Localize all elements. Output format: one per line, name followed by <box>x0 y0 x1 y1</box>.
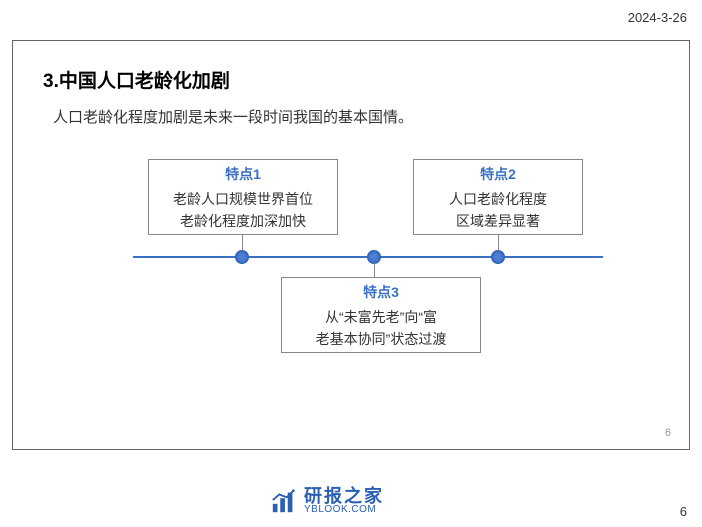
slide-title: 3.中国人口老龄化加剧 <box>43 66 230 93</box>
connector-line <box>242 235 243 251</box>
chart-icon <box>270 487 298 515</box>
logo-text: 研报之家 YBLOOK.COM <box>304 487 384 515</box>
logo-en-text: YBLOOK.COM <box>304 505 384 515</box>
slide-inner-page-number: 6 <box>665 427 671 439</box>
feature-label: 特点1 <box>157 164 329 184</box>
logo-cn-text: 研报之家 <box>304 487 384 505</box>
feature-content: 老龄人口规模世界首位 老龄化程度加深加快 <box>157 188 329 233</box>
feature-label: 特点2 <box>422 164 574 184</box>
feature-label: 特点3 <box>290 282 472 302</box>
date-label: 2024-3-26 <box>628 10 687 25</box>
feature-content: 人口老龄化程度 区域差异显著 <box>422 188 574 233</box>
feature-box-3: 特点3 从“未富先老”向“富 老基本协同”状态过渡 <box>281 277 481 353</box>
timeline-node <box>235 250 249 264</box>
connector-line <box>374 263 375 277</box>
timeline-node <box>367 250 381 264</box>
timeline-node <box>491 250 505 264</box>
page-number: 6 <box>680 504 687 519</box>
logo: 研报之家 YBLOOK.COM <box>270 487 384 515</box>
feature-box-1: 特点1 老龄人口规模世界首位 老龄化程度加深加快 <box>148 159 338 235</box>
slide-frame: 3.中国人口老龄化加剧 人口老龄化程度加剧是未来一段时间我国的基本国情。 特点1… <box>12 40 690 450</box>
slide-subtitle: 人口老龄化程度加剧是未来一段时间我国的基本国情。 <box>53 106 413 127</box>
connector-line <box>498 235 499 251</box>
feature-content: 从“未富先老”向“富 老基本协同”状态过渡 <box>290 306 472 351</box>
feature-box-2: 特点2 人口老龄化程度 区域差异显著 <box>413 159 583 235</box>
